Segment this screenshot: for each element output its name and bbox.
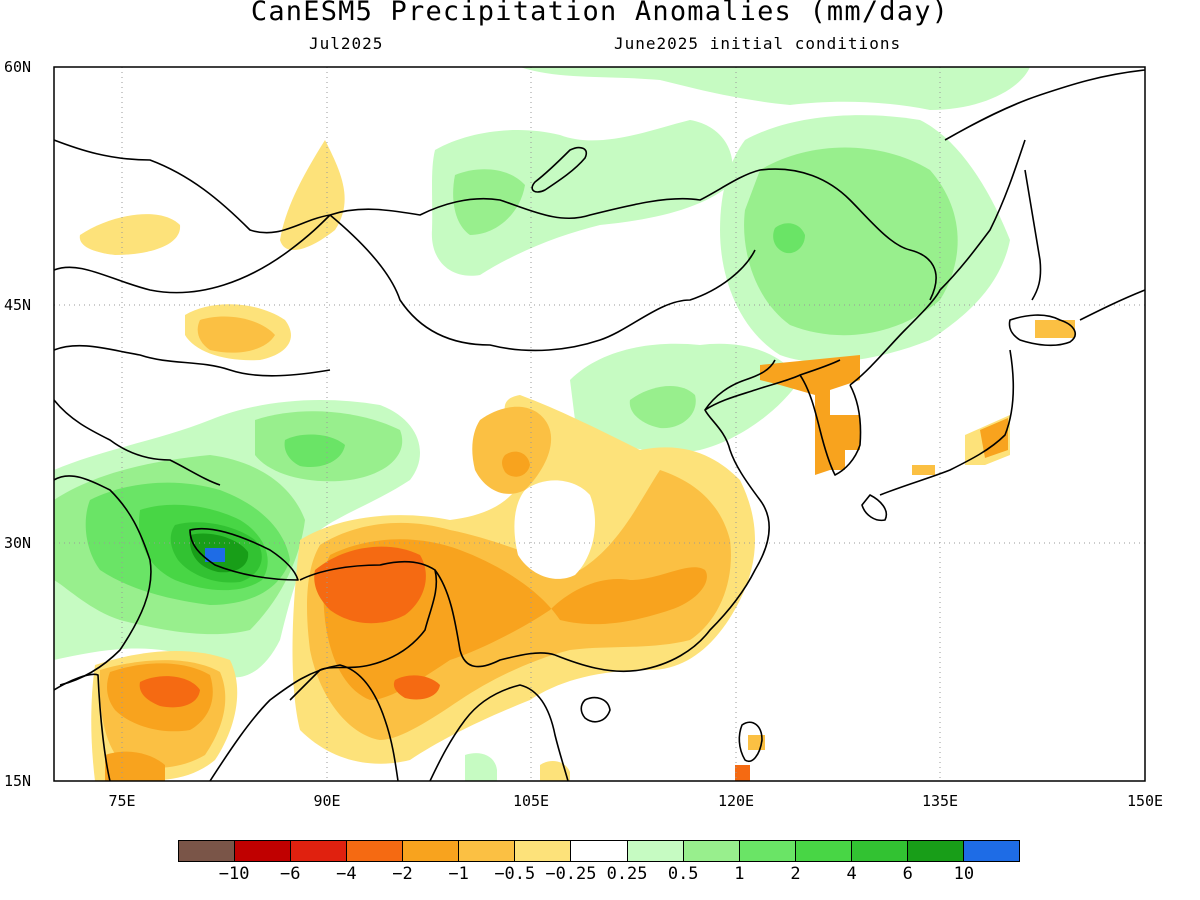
colorbar-tick-label: −10 — [218, 864, 250, 884]
colorbar-swatch — [739, 841, 796, 861]
anomaly-region-mongolia-core — [453, 169, 525, 235]
colorbar-swatch — [795, 841, 852, 861]
anomaly-region-nepal-plus10 — [205, 548, 225, 562]
anomaly-region-mongolia-positive — [431, 120, 733, 276]
lat-label-45n: 45N — [4, 296, 32, 314]
colorbar-swatch — [459, 841, 516, 861]
lon-label-105e: 105E — [512, 792, 550, 810]
colorbar-tick-label: 0.5 — [667, 864, 699, 884]
colorbar-swatch — [235, 841, 292, 861]
anomaly-region-manchuria-core — [773, 223, 805, 254]
initial-conditions-label: June2025 initial conditions — [614, 34, 902, 53]
kazakh-china-border — [54, 214, 331, 294]
anomaly-region-bhutan-minus4 — [314, 546, 426, 624]
anomaly-region-kyushu-negative — [912, 465, 935, 475]
colorbar-swatch — [403, 841, 460, 861]
honshu — [879, 349, 1015, 496]
colorbar-swatch — [683, 841, 740, 861]
bay-of-bengal-coast — [209, 664, 399, 781]
colorbar-swatch — [907, 841, 964, 861]
hainan-coast — [580, 696, 611, 723]
lat-label-60n: 60N — [4, 58, 32, 76]
colorbar-tick-label: −4 — [336, 864, 357, 884]
anomaly-region-tianshan-core — [197, 316, 275, 353]
colorbar-tick-label: 1 — [734, 864, 745, 884]
colorbar-tick-label: −0.5 — [494, 864, 536, 884]
anomaly-region-central-china-white — [514, 480, 595, 579]
colorbar-swatch — [851, 841, 908, 861]
lon-label-135e: 135E — [921, 792, 959, 810]
anomaly-region-myanmar-minus4 — [393, 675, 440, 700]
anomaly-region-tibet-core — [284, 434, 345, 468]
colorbar-tick-label: 10 — [953, 864, 975, 884]
anomaly-region-indochina-negative — [540, 760, 570, 781]
colorbar-tick-label: 4 — [846, 864, 857, 884]
anomaly-region-kazakh-negative — [79, 214, 181, 255]
anomaly-region-indochina-positive — [465, 753, 497, 781]
colorbar-swatch — [179, 841, 236, 861]
afghanistan-border — [54, 399, 221, 486]
colorbar-swatch — [347, 841, 404, 861]
sakhalin — [1024, 169, 1042, 301]
anomaly-region-india-south-negative — [105, 751, 165, 781]
colorbar-tick-label: 6 — [902, 864, 913, 884]
anomaly-region-hokkaido-negative — [1035, 320, 1075, 338]
map-frame — [53, 66, 1146, 782]
anomaly-region-india-minus4 — [139, 676, 200, 708]
lon-label-75e: 75E — [108, 792, 136, 810]
colorbar-swatch — [515, 841, 572, 861]
lon-label-120e: 120E — [717, 792, 755, 810]
anomaly-region-north-top-positive — [520, 67, 1030, 110]
colorbar-tick-label: 2 — [790, 864, 801, 884]
central-asia-border — [54, 344, 331, 377]
colorbar-swatch — [627, 841, 684, 861]
lon-label-150e: 150E — [1126, 792, 1164, 810]
colorbar-tick-label: −2 — [392, 864, 413, 884]
kyushu — [861, 494, 888, 522]
anomaly-region-korea-core — [830, 415, 860, 470]
taiwan-coast — [738, 721, 763, 762]
india-coast — [54, 673, 111, 781]
anomaly-region-japan-minus1 — [980, 418, 1008, 458]
baikal-lake — [531, 146, 588, 193]
manchuria-coast — [849, 139, 1026, 386]
colorbar-tick-label: 0.25 — [606, 864, 648, 884]
lat-label-15n: 15N — [4, 772, 32, 790]
anomaly-region-north-china-core — [629, 385, 696, 429]
kuril-coast — [1079, 289, 1145, 321]
anomaly-region-philippines-negative — [735, 765, 750, 781]
korea-peninsula — [799, 374, 862, 476]
lat-label-30n: 30N — [4, 534, 32, 552]
china-east-coast — [554, 359, 776, 673]
anomaly-region-central-china-core — [502, 451, 530, 477]
colorbar-swatch — [963, 841, 1019, 861]
map-gridlines — [54, 67, 1145, 781]
colorbar-tick-label: −6 — [280, 864, 301, 884]
colorbar — [178, 840, 1020, 862]
anomaly-region-korea-negative — [760, 355, 860, 475]
coastlines-and-borders — [54, 69, 1145, 781]
lon-label-90e: 90E — [313, 792, 341, 810]
anomaly-region-altai-negative — [280, 140, 345, 251]
indochina-coast — [429, 684, 569, 781]
forecast-month: Jul2025 — [309, 34, 384, 53]
hokkaido — [1008, 314, 1076, 347]
bohai-coast — [704, 359, 841, 411]
colorbar-tick-label: −1 — [448, 864, 469, 884]
anomaly-region-manchuria-positive — [744, 147, 958, 336]
anomaly-shading — [54, 67, 1075, 781]
russia-mongolia-border — [54, 139, 937, 301]
nepal-outline — [189, 527, 299, 581]
pakistan-india-border — [54, 475, 152, 686]
colorbar-tick-label: −0.25 — [545, 864, 597, 884]
mongolia-china-border — [329, 214, 756, 352]
myanmar-china-border — [434, 569, 556, 668]
chart-title: CanESM5 Precipitation Anomalies (mm/day) — [250, 0, 950, 27]
kamchatka-coast — [944, 69, 1145, 141]
colorbar-swatch — [291, 841, 348, 861]
colorbar-swatch — [571, 841, 628, 861]
